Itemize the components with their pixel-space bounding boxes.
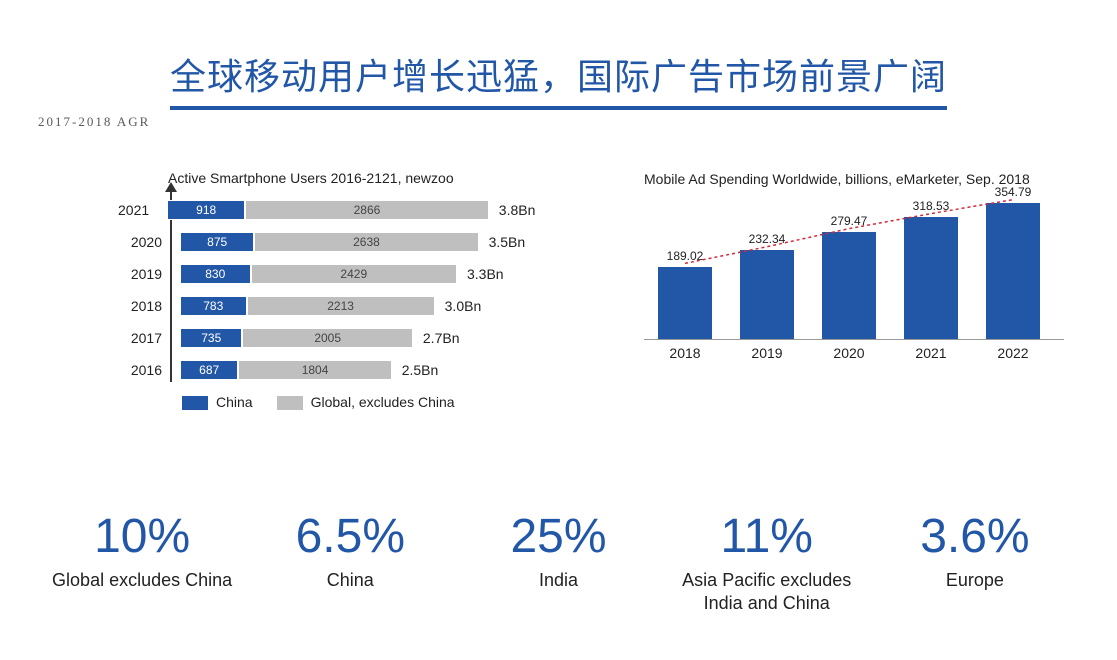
smartphone-row-year: 2016 xyxy=(118,362,162,378)
legend-label-china: China xyxy=(216,394,253,411)
smartphone-row-total: 3.0Bn xyxy=(445,298,482,314)
smartphone-seg-china: 918 xyxy=(167,200,245,220)
smartphone-chart-legend: China Global, excludes China xyxy=(182,394,528,411)
smartphone-seg-global: 1804 xyxy=(238,360,391,380)
adspend-bar-value: 318.53 xyxy=(904,199,958,213)
smartphone-seg-global: 2866 xyxy=(245,200,489,220)
smartphone-row: 2019 8302429 3.3Bn xyxy=(118,260,528,288)
adspend-bar: 232.342019 xyxy=(740,250,794,339)
growth-stat-label: Europe xyxy=(871,569,1079,592)
smartphone-row-total: 2.5Bn xyxy=(402,362,439,378)
smartphone-row-total: 3.8Bn xyxy=(499,202,536,218)
growth-stat-label: Global excludes China xyxy=(38,569,246,592)
smartphone-row-year: 2018 xyxy=(118,298,162,314)
adspend-chart-area: 189.022018232.342019279.472020318.532021… xyxy=(644,194,1064,364)
adspend-bar-year: 2022 xyxy=(986,345,1040,361)
smartphone-row-year: 2019 xyxy=(118,266,162,282)
adspend-bar-value: 232.34 xyxy=(740,232,794,246)
growth-stat: 10% Global excludes China xyxy=(38,513,246,614)
growth-stat: 11% Asia Pacific excludes India and China xyxy=(663,513,871,614)
smartphone-row: 2016 6871804 2.5Bn xyxy=(118,356,528,384)
growth-stat: 6.5% China xyxy=(246,513,454,614)
legend-swatch-china xyxy=(182,396,208,410)
smartphone-row-year: 2020 xyxy=(118,234,162,250)
smartphone-row: 2017 7352005 2.7Bn xyxy=(118,324,528,352)
smartphone-seg-global: 2638 xyxy=(254,232,478,252)
smartphone-chart-title: Active Smartphone Users 2016-2121, newzo… xyxy=(168,170,528,186)
smartphone-seg-global: 2005 xyxy=(242,328,412,348)
smartphone-row: 2018 7832213 3.0Bn xyxy=(118,292,528,320)
growth-stat-pct: 11% xyxy=(663,513,871,561)
legend-swatch-global xyxy=(277,396,303,410)
smartphone-row-year: 2021 xyxy=(118,202,149,218)
smartphone-seg-china: 783 xyxy=(180,296,247,316)
smartphone-row-bar: 9182866 xyxy=(167,200,489,220)
legend-item-global: Global, excludes China xyxy=(277,394,455,411)
smartphone-row: 202191828663.8Bn xyxy=(118,196,528,224)
adspend-bar-year: 2019 xyxy=(740,345,794,361)
smartphone-seg-china: 735 xyxy=(180,328,242,348)
legend-item-china: China xyxy=(182,394,253,411)
growth-stat-pct: 3.6% xyxy=(871,513,1079,561)
adspend-bar-year: 2018 xyxy=(658,345,712,361)
adspend-bar-value: 189.02 xyxy=(658,249,712,263)
smartphone-seg-china: 830 xyxy=(180,264,251,284)
adspend-bar: 279.472020 xyxy=(822,232,876,339)
growth-stat-pct: 10% xyxy=(38,513,246,561)
growth-stat-pct: 6.5% xyxy=(246,513,454,561)
smartphone-chart-rows: 202191828663.8Bn202087526383.5Bn20198302… xyxy=(118,196,528,384)
growth-stat-pct: 25% xyxy=(454,513,662,561)
growth-stats-row: 10% Global excludes China6.5% China25% Indi… xyxy=(0,513,1117,614)
smartphone-row-bar: 8302429 xyxy=(180,264,457,284)
smartphone-row-bar: 7352005 xyxy=(180,328,413,348)
growth-stat-label: Asia Pacific excludes India and China xyxy=(663,569,871,614)
adspend-bar-year: 2021 xyxy=(904,345,958,361)
smartphone-row-bar: 8752638 xyxy=(180,232,479,252)
smartphone-users-chart: Active Smartphone Users 2016-2121, newzo… xyxy=(118,170,528,411)
smartphone-row-total: 2.7Bn xyxy=(423,330,460,346)
adspend-bar-value: 279.47 xyxy=(822,214,876,228)
smartphone-seg-global: 2429 xyxy=(251,264,457,284)
smartphone-seg-china: 687 xyxy=(180,360,238,380)
adspend-bar: 189.022018 xyxy=(658,267,712,340)
growth-stat-label: India xyxy=(454,569,662,592)
smartphone-row-total: 3.3Bn xyxy=(467,266,504,282)
smartphone-row: 2020 8752638 3.5Bn xyxy=(118,228,528,256)
smartphone-seg-global: 2213 xyxy=(247,296,435,316)
title-wrap: 全球移动用户增长迅猛，国际广告市场前景广阔 xyxy=(0,0,1117,110)
smartphone-row-total: 3.5Bn xyxy=(489,234,526,250)
adspend-bar-year: 2020 xyxy=(822,345,876,361)
smartphone-row-bar: 7832213 xyxy=(180,296,435,316)
adspend-chart: Mobile Ad Spending Worldwide, billions, … xyxy=(644,170,1064,364)
smartphone-seg-china: 875 xyxy=(180,232,254,252)
smartphone-row-year: 2017 xyxy=(118,330,162,346)
adspend-bar-value: 354.79 xyxy=(986,185,1040,199)
adspend-chart-plot: 189.022018 232.342019 279.472020 318.532021… xyxy=(644,194,1064,340)
adspend-bar: 354.792022 xyxy=(986,203,1040,339)
growth-stat: 25% India xyxy=(454,513,662,614)
page-subtitle: 2017-2018 AGR xyxy=(38,114,150,130)
growth-stat: 3.6% Europe xyxy=(871,513,1079,614)
smartphone-row-bar: 6871804 xyxy=(180,360,392,380)
growth-stat-label: China xyxy=(246,569,454,592)
page-title: 全球移动用户增长迅猛，国际广告市场前景广阔 xyxy=(170,48,947,110)
legend-label-global: Global, excludes China xyxy=(311,394,455,411)
adspend-bar: 318.532021 xyxy=(904,217,958,339)
